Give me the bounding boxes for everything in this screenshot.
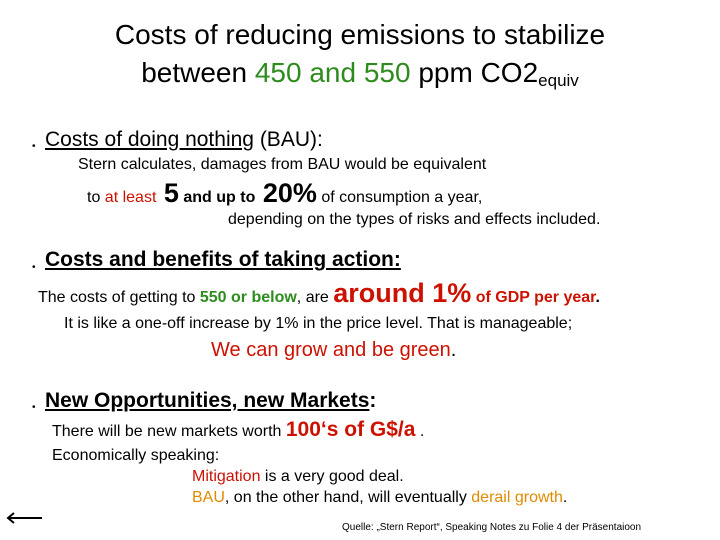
- section-3-line-3: Mitigation is a very good deal.: [192, 468, 404, 486]
- section-1-line-3: depending on the types of risks and effe…: [228, 211, 601, 228]
- s3-l1-post: .: [415, 423, 425, 440]
- section-3-line-1: There will be new markets worth 100‘s of…: [52, 418, 424, 442]
- s1-l2-post: of consumption a year,: [316, 189, 483, 206]
- section-2-line-1: The costs of getting to 550 or below, ar…: [38, 278, 600, 309]
- s3-l4-dot: .: [562, 489, 568, 506]
- s2-l1-pre: The costs of getting to: [38, 289, 200, 306]
- s1-l2-mid: and up to: [178, 189, 256, 206]
- s3-l1-value: 100‘s of G$/a: [285, 418, 416, 441]
- section-1-heading-underlined: Costs of doing nothing: [45, 128, 254, 151]
- s2-l1-post: of GDP per year: [471, 289, 596, 306]
- s2-l1-550: 550 or below: [199, 289, 297, 306]
- s3-l4-bau: BAU: [192, 489, 225, 506]
- title-subscript: equiv: [538, 71, 579, 90]
- section-2-line-2: It is like a one-off increase by 1% in t…: [64, 315, 573, 332]
- title-text-2a: between: [141, 57, 255, 88]
- s3-l1-pre: There will be new markets worth: [52, 423, 286, 440]
- title-text-2b: ppm CO2: [410, 57, 539, 88]
- source-citation: Quelle: „Stern Report“, Speaking Notes z…: [342, 522, 642, 533]
- s1-l2-twenty: 20%: [255, 178, 317, 208]
- section-1-line-2: to at least 5 and up to 20% of consumpti…: [87, 178, 482, 209]
- section-1-heading-rest: (BAU):: [253, 128, 323, 151]
- left-arrow-icon[interactable]: [4, 510, 44, 526]
- s3-l4-derail: derail growth: [471, 489, 563, 506]
- title-line-1: Costs of reducing emissions to stabilize: [0, 18, 720, 52]
- section-1-line-1: Stern calculates, damages from BAU would…: [78, 156, 487, 173]
- s3-l3-mitigation: Mitigation: [192, 468, 261, 485]
- left-arrow-glyph: [6, 512, 42, 524]
- section-3-line-4: BAU, on the other hand, will eventually …: [192, 489, 567, 507]
- section-2-heading: Costs and benefits of taking action:: [45, 248, 401, 271]
- s2-l1-mid: , are: [296, 289, 334, 306]
- s3-l3-rest: is a very good deal.: [260, 468, 404, 485]
- section-3-line-2: Economically speaking:: [52, 447, 220, 464]
- section-2-line-3: We can grow and be green.: [211, 339, 456, 362]
- bullet-2: •: [32, 262, 36, 273]
- s1-l2-pre: to: [87, 189, 105, 206]
- s2-l1-around: around 1%: [333, 278, 472, 308]
- section-1-heading: Costs of doing nothing (BAU):: [45, 128, 323, 152]
- s3-l4-mid: , on the other hand, will eventually: [224, 489, 472, 506]
- title-text-1: Costs of reducing emissions to stabilize: [114, 19, 606, 50]
- s1-l2-five: 5: [156, 178, 179, 208]
- section-3-heading-text: New Opportunities, new Markets: [45, 389, 370, 412]
- title-line-2: between 450 and 550 ppm CO2equiv: [0, 56, 720, 98]
- bullet-1: •: [32, 141, 36, 152]
- s1-l2-atleast: at least: [104, 189, 157, 206]
- s2-l3-dot: .: [450, 339, 457, 361]
- s2-l1-dot: .: [595, 289, 600, 306]
- s2-l3-green-msg: We can grow and be green: [211, 339, 451, 361]
- bullet-3: •: [32, 402, 36, 413]
- section-3-heading: New Opportunities, new Markets:: [45, 389, 376, 413]
- title-range: 450 and 550: [254, 57, 411, 88]
- section-3-heading-colon: :: [369, 389, 377, 412]
